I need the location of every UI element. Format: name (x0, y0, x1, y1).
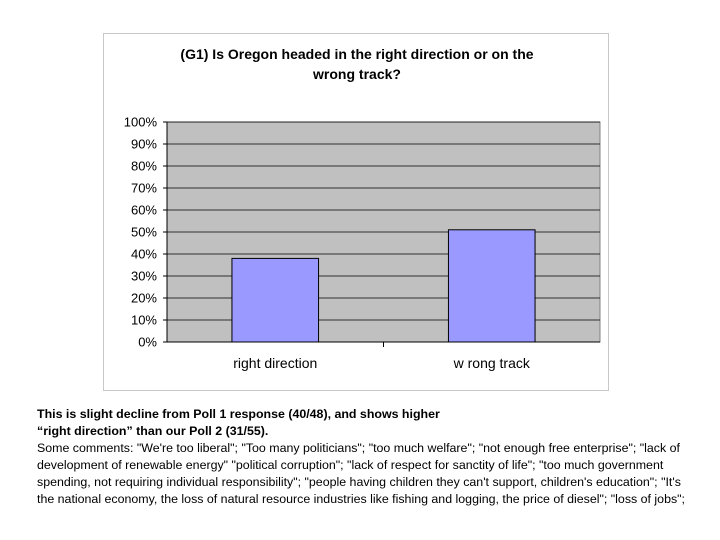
chart-title-line-1: (G1) Is Oregon headed in the right direc… (180, 46, 533, 62)
caption: This is slight decline from Poll 1 respo… (37, 406, 697, 508)
y-tick-label: 10% (131, 313, 157, 328)
y-tick-label: 100% (124, 115, 158, 130)
x-category-label: w rong track (453, 355, 531, 371)
y-tick-label: 50% (131, 225, 157, 240)
plot-area: 0% 10% 20% 30% 40% 50% 60% 70% 80% 90% 100% right d… (124, 115, 601, 371)
bar-0 (231, 257, 320, 343)
caption-bold-line-1: This is slight decline from Poll 1 respo… (37, 407, 440, 421)
y-tick-label: 20% (131, 291, 157, 306)
y-tick-label: 0% (138, 335, 157, 350)
caption-bold-line-2: “right direction” than our Poll 2 (31/55… (37, 424, 269, 438)
y-tick-label: 90% (131, 137, 157, 152)
chart-svg: (G1) Is Oregon headed in the right direc… (124, 46, 601, 371)
caption-comments: Some comments: "We're too liberal"; "Too… (37, 441, 686, 506)
y-tick-label: 80% (131, 159, 157, 174)
y-tick-label: 30% (131, 269, 157, 284)
chart-title-line-2: wrong track? (312, 66, 401, 82)
y-tick-label: 70% (131, 181, 157, 196)
bar-1 (447, 229, 536, 343)
x-category-label: right direction (233, 355, 317, 371)
chart-frame: (G1) Is Oregon headed in the right direc… (103, 33, 609, 391)
y-tick-label: 60% (131, 203, 157, 218)
y-tick-label: 40% (131, 247, 157, 262)
